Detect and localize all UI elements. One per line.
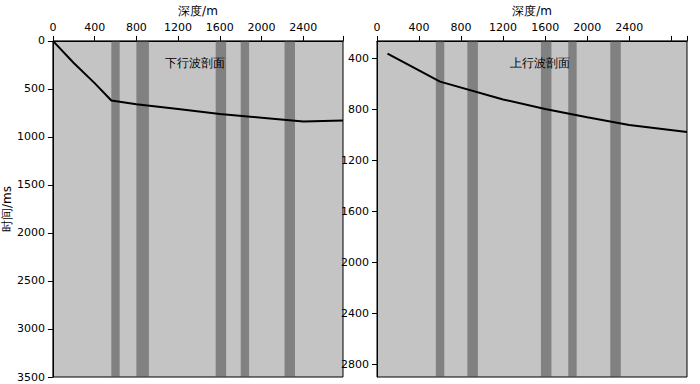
svg-text:800: 800 [126, 21, 147, 34]
svg-text:0: 0 [38, 34, 45, 47]
svg-text:2000: 2000 [573, 21, 601, 34]
svg-text:深度/m: 深度/m [178, 4, 218, 18]
svg-text:2000: 2000 [17, 226, 45, 239]
svg-text:1200: 1200 [341, 154, 369, 167]
svg-text:400: 400 [409, 21, 430, 34]
svg-text:400: 400 [84, 21, 105, 34]
svg-text:下行波剖面: 下行波剖面 [165, 56, 225, 70]
svg-text:1000: 1000 [17, 130, 45, 143]
svg-text:1600: 1600 [206, 21, 234, 34]
svg-text:1200: 1200 [164, 21, 192, 34]
svg-text:2400: 2400 [289, 21, 317, 34]
svg-text:2000: 2000 [248, 21, 276, 34]
svg-text:1200: 1200 [489, 21, 517, 34]
svg-text:800: 800 [348, 103, 369, 116]
svg-text:时间/ms: 时间/ms [0, 186, 14, 232]
svg-text:2400: 2400 [615, 21, 643, 34]
svg-text:400: 400 [348, 52, 369, 65]
svg-text:0: 0 [49, 21, 56, 34]
svg-text:1600: 1600 [531, 21, 559, 34]
svg-text:1500: 1500 [17, 178, 45, 191]
svg-text:500: 500 [24, 82, 45, 95]
svg-text:深度/m: 深度/m [512, 4, 552, 18]
svg-text:800: 800 [451, 21, 472, 34]
svg-text:3500: 3500 [17, 371, 45, 384]
svg-text:2400: 2400 [341, 307, 369, 320]
svg-text:1600: 1600 [341, 205, 369, 218]
svg-text:2000: 2000 [341, 256, 369, 269]
svg-text:上行波剖面: 上行波剖面 [510, 56, 570, 70]
svg-text:0: 0 [374, 21, 381, 34]
svg-text:2500: 2500 [17, 274, 45, 287]
svg-text:3000: 3000 [17, 322, 45, 335]
svg-text:2800: 2800 [341, 358, 369, 371]
